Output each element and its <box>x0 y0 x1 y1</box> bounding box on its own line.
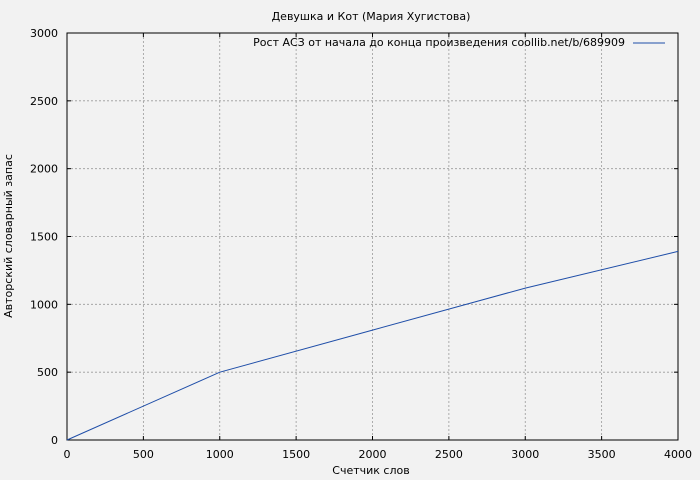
x-tick-label: 3500 <box>588 448 616 461</box>
y-tick-label: 2000 <box>30 163 58 176</box>
y-tick-label: 1000 <box>30 298 58 311</box>
y-tick-label: 3000 <box>30 27 58 40</box>
x-axis-label: Счетчик слов <box>332 464 409 477</box>
legend-label: Рост АСЗ от начала до конца произведения… <box>253 36 625 49</box>
x-tick-label: 0 <box>64 448 71 461</box>
x-tick-label: 2500 <box>435 448 463 461</box>
x-tick-label: 1000 <box>206 448 234 461</box>
series-line-0 <box>66 250 679 441</box>
x-tick-label: 500 <box>133 448 154 461</box>
y-tick-label: 1500 <box>30 231 58 244</box>
series-layer <box>66 250 679 441</box>
y-axis-label: Авторский словарный запас <box>2 154 15 318</box>
y-tick-label: 500 <box>37 366 58 379</box>
x-tick-label: 1500 <box>282 448 310 461</box>
y-tick-label: 2500 <box>30 95 58 108</box>
legend: Рост АСЗ от начала до конца произведения… <box>253 36 665 49</box>
x-axis: 0 500 1000 1500 2000 2500 3000 3500 4000 <box>64 33 692 461</box>
y-tick-label: 0 <box>51 434 58 447</box>
gridlines <box>67 33 678 440</box>
x-tick-label: 4000 <box>664 448 692 461</box>
chart-title: Девушка и Кот (Мария Хугистова) <box>272 10 471 23</box>
y-axis: 0 500 1000 1500 2000 2500 3000 <box>30 27 678 447</box>
x-tick-label: 2000 <box>359 448 387 461</box>
x-tick-label: 3000 <box>511 448 539 461</box>
